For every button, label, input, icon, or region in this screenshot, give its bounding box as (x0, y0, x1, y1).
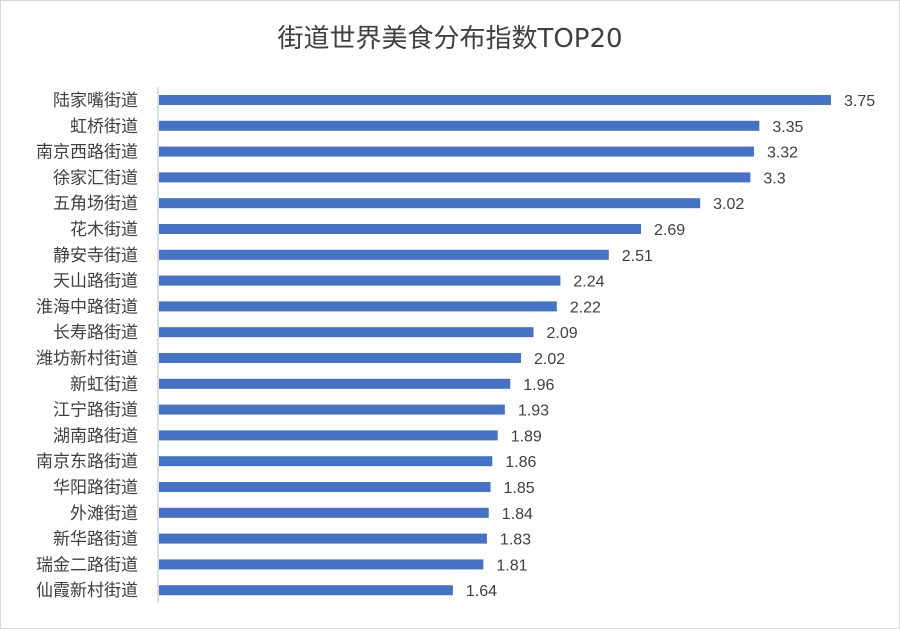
bar (159, 327, 534, 338)
category-label: 南京西路街道 (36, 143, 138, 163)
data-label: 1.89 (511, 428, 542, 445)
bar (159, 482, 491, 492)
category-label: 天山路街道 (53, 272, 138, 292)
data-label: 3.35 (772, 119, 803, 136)
bar (159, 585, 453, 596)
data-label: 3.75 (844, 93, 875, 110)
data-label: 2.09 (547, 325, 578, 342)
data-label: 1.64 (466, 583, 497, 600)
data-label: 1.93 (518, 403, 549, 420)
category-label: 花木街道 (70, 220, 138, 240)
bar (159, 301, 557, 312)
bar (159, 378, 511, 389)
bar (159, 224, 642, 234)
data-label: 2.02 (534, 351, 565, 368)
category-label: 陆家嘴街道 (53, 91, 138, 111)
category-label: 潍坊新村街道 (36, 349, 138, 369)
category-label: 南京东路街道 (36, 452, 138, 472)
bar (159, 120, 760, 131)
bar (159, 198, 701, 209)
category-label: 新华路街道 (53, 530, 138, 550)
bar (159, 249, 609, 260)
chart-title: 街道世界美食分布指数TOP20 (277, 24, 623, 54)
bar (159, 172, 751, 183)
bar (159, 95, 831, 105)
data-label: 1.96 (523, 377, 554, 394)
category-label: 长寿路街道 (53, 323, 138, 343)
bar (159, 353, 521, 363)
bar (159, 404, 505, 415)
bar (159, 533, 487, 544)
category-label: 徐家汇街道 (53, 168, 138, 188)
category-label: 静安寺街道 (53, 246, 138, 266)
category-label: 江宁路街道 (53, 401, 138, 421)
category-label: 虹桥街道 (70, 117, 138, 137)
category-label: 新虹街道 (70, 375, 138, 395)
category-label: 仙霞新村街道 (36, 581, 138, 601)
category-label: 瑞金二路街道 (36, 555, 138, 575)
data-label: 2.24 (573, 274, 604, 291)
bar (159, 456, 493, 467)
bar (159, 430, 498, 441)
bar (159, 559, 484, 570)
data-label: 1.84 (502, 506, 533, 523)
bar (159, 275, 561, 286)
data-label: 1.86 (505, 454, 536, 471)
category-label: 华阳路街道 (53, 478, 138, 498)
category-label: 外滩街道 (70, 504, 138, 524)
bar (159, 507, 489, 518)
data-label: 1.83 (500, 532, 531, 549)
data-label: 1.85 (504, 480, 535, 497)
bar (159, 146, 754, 157)
data-label: 3.02 (713, 196, 744, 213)
category-label: 湖南路街道 (53, 426, 138, 446)
category-label: 五角场街道 (53, 194, 138, 214)
data-label: 3.32 (767, 145, 798, 162)
data-label: 2.22 (570, 299, 601, 316)
data-label: 2.69 (654, 222, 685, 239)
data-label: 1.81 (496, 557, 527, 574)
data-label: 2.51 (622, 248, 653, 265)
data-label: 3.3 (763, 170, 785, 187)
category-label: 淮海中路街道 (36, 297, 138, 317)
